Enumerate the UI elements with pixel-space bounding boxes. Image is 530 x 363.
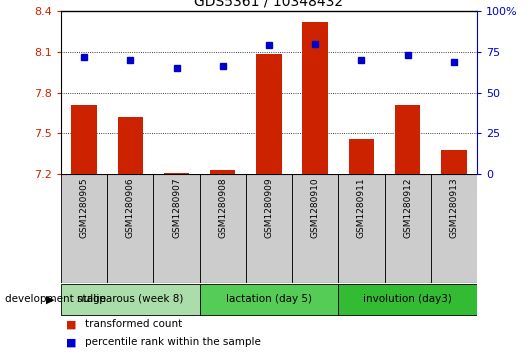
Bar	[246, 174, 292, 283]
Text: GSM1280905: GSM1280905	[80, 178, 89, 238]
Bar	[118, 117, 143, 174]
Bar	[338, 174, 385, 283]
Text: lactation (day 5): lactation (day 5)	[226, 294, 312, 305]
Text: GSM1280911: GSM1280911	[357, 178, 366, 238]
Bar	[385, 174, 431, 283]
Text: GSM1280908: GSM1280908	[218, 178, 227, 238]
Bar	[338, 284, 477, 315]
Text: nulliparous (week 8): nulliparous (week 8)	[77, 294, 183, 305]
Bar	[395, 105, 420, 174]
Bar	[303, 22, 328, 174]
Text: GSM1280906: GSM1280906	[126, 178, 135, 238]
Bar	[61, 174, 107, 283]
Bar	[200, 174, 246, 283]
Text: GSM1280909: GSM1280909	[264, 178, 273, 238]
Bar	[257, 54, 281, 174]
Text: GSM1280910: GSM1280910	[311, 178, 320, 238]
Text: percentile rank within the sample: percentile rank within the sample	[85, 338, 261, 347]
Bar	[107, 174, 153, 283]
Bar	[441, 150, 466, 174]
Bar	[431, 174, 477, 283]
Bar	[292, 174, 338, 283]
Bar	[153, 174, 200, 283]
Text: development stage: development stage	[5, 294, 107, 305]
Bar	[210, 170, 235, 174]
Title: GDS5361 / 10348432: GDS5361 / 10348432	[195, 0, 343, 8]
Bar	[72, 105, 97, 174]
Text: involution (day3): involution (day3)	[363, 294, 452, 305]
Bar	[349, 139, 374, 174]
Text: ■: ■	[66, 338, 77, 347]
Bar	[61, 284, 200, 315]
Text: GSM1280913: GSM1280913	[449, 178, 458, 238]
Text: ▶: ▶	[46, 294, 55, 305]
Text: GSM1280907: GSM1280907	[172, 178, 181, 238]
Text: ■: ■	[66, 319, 77, 329]
Bar	[164, 173, 189, 174]
Text: transformed count: transformed count	[85, 319, 182, 329]
Text: GSM1280912: GSM1280912	[403, 178, 412, 238]
Bar	[200, 284, 338, 315]
